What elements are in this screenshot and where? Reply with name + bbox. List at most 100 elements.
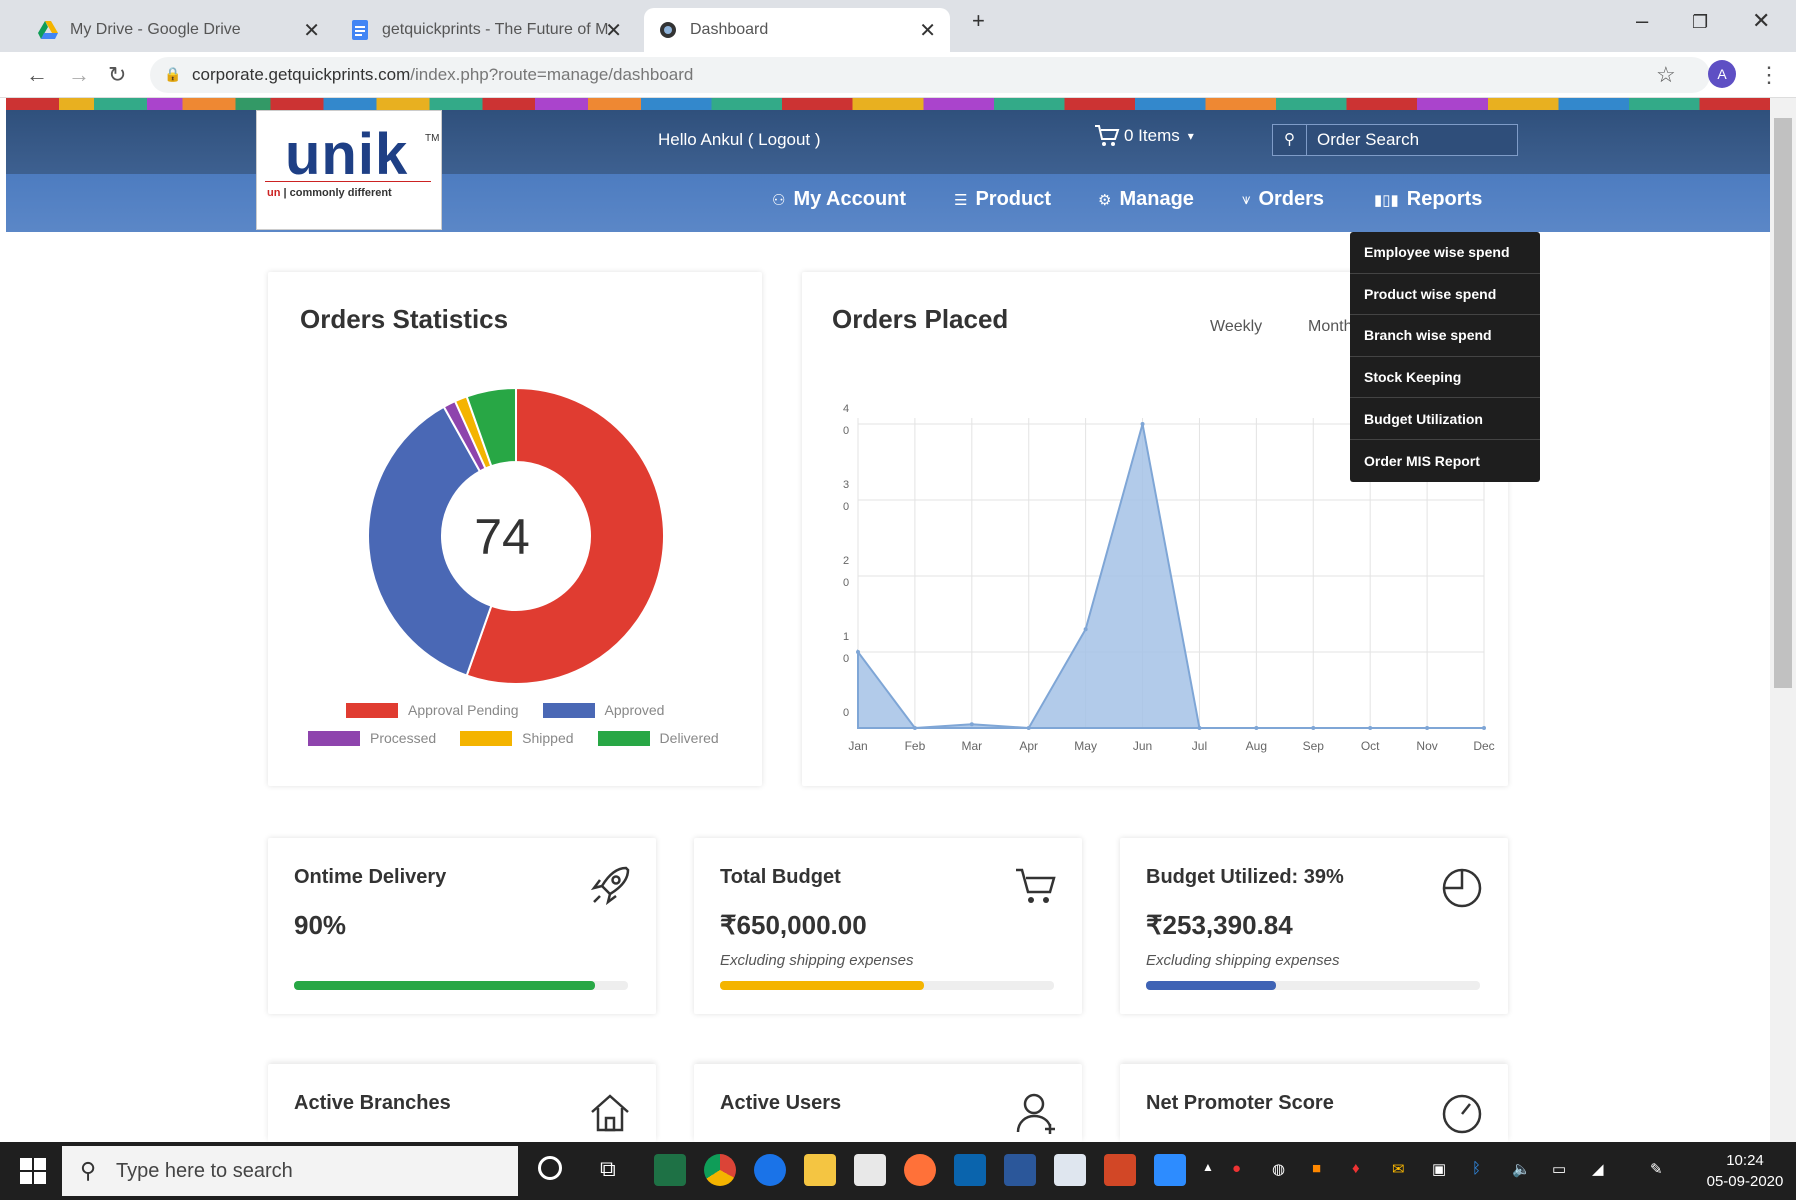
x-tick-label: Nov bbox=[1416, 739, 1437, 753]
reload-icon[interactable]: ↻ bbox=[108, 62, 127, 87]
file-explorer-icon[interactable] bbox=[804, 1154, 836, 1186]
data-point[interactable] bbox=[912, 726, 917, 730]
network-icon[interactable]: ◢ bbox=[1592, 1161, 1604, 1178]
chevron-down-icon: ▾ bbox=[1187, 129, 1194, 143]
data-point[interactable] bbox=[856, 650, 860, 654]
taskbar-search[interactable]: ⚲ Type here to search bbox=[62, 1146, 518, 1196]
firefox-icon[interactable] bbox=[904, 1154, 936, 1186]
data-point[interactable] bbox=[1311, 726, 1316, 730]
scrollbar-thumb[interactable] bbox=[1774, 118, 1792, 688]
restore-icon[interactable]: ❐ bbox=[1692, 12, 1709, 32]
stat-label: Active Branches bbox=[294, 1092, 451, 1114]
taskbar-clock[interactable]: 10:24 05-09-2020 bbox=[1700, 1150, 1790, 1192]
data-point[interactable] bbox=[1083, 627, 1088, 632]
cart-button[interactable]: 0 Items ▾ bbox=[1094, 124, 1194, 148]
store-icon[interactable] bbox=[854, 1154, 886, 1186]
excel-icon[interactable] bbox=[654, 1154, 686, 1186]
close-tab-icon[interactable]: ✕ bbox=[303, 19, 320, 42]
tab-title: getquickprints - The Future of M bbox=[382, 21, 608, 38]
x-tick-label: Jun bbox=[1133, 739, 1152, 753]
bookmark-star-icon[interactable]: ☆ bbox=[1656, 62, 1676, 87]
logo-tm: TM bbox=[425, 133, 440, 144]
tray-app-icon[interactable]: ♦ bbox=[1352, 1160, 1360, 1177]
data-point[interactable] bbox=[1482, 726, 1486, 730]
url-field[interactable]: 🔒 corporate.getquickprints.com/index.php… bbox=[150, 57, 1710, 93]
windows-taskbar: ⚲ Type here to search ⧉ ▲ ● ◍ ■ ♦ ✉ ▣ ᛒ … bbox=[0, 1142, 1796, 1200]
area-series[interactable] bbox=[857, 423, 1484, 730]
stat-label: Budget Utilized: 39% bbox=[1146, 866, 1344, 888]
bluetooth-icon[interactable]: ᛒ bbox=[1472, 1160, 1482, 1177]
progress-fill bbox=[1146, 981, 1277, 990]
menu-manage[interactable]: ⚙ Manage bbox=[1098, 188, 1194, 211]
user-icon: ⚇ bbox=[772, 191, 786, 209]
tray-app-icon[interactable]: ◍ bbox=[1272, 1161, 1286, 1178]
legend-label: Processed bbox=[370, 730, 437, 746]
data-point[interactable] bbox=[1026, 726, 1031, 730]
tab-dashboard[interactable]: Dashboard ✕ bbox=[644, 8, 950, 52]
tray-app-icon[interactable]: ▣ bbox=[1432, 1161, 1447, 1178]
menu-orders[interactable]: ⩛ Orders bbox=[1242, 188, 1324, 211]
donut-slice-approved[interactable] bbox=[367, 405, 493, 677]
progress-track bbox=[294, 981, 628, 990]
task-view-icon[interactable]: ⧉ bbox=[600, 1156, 616, 1181]
stat-label: Total Budget bbox=[720, 866, 841, 888]
stat-note: Excluding shipping expenses bbox=[720, 952, 914, 969]
search-icon[interactable]: ⚲ bbox=[1273, 125, 1307, 155]
legend-label: Shipped bbox=[522, 730, 574, 746]
mail-icon[interactable]: ✉ bbox=[1392, 1161, 1405, 1178]
new-tab-icon[interactable]: + bbox=[972, 8, 985, 33]
x-tick-label: Mar bbox=[961, 739, 982, 753]
report-employee-wise-spend[interactable]: Employee wise spend bbox=[1350, 232, 1540, 274]
order-search-input[interactable] bbox=[1307, 130, 1507, 150]
legend-label: Delivered bbox=[659, 730, 719, 746]
orders-area-chart: 0 1 0 2 0 3 0 4 0 Jan Feb Mar Apr May Jun Jul Aug Sep Oct N… bbox=[843, 403, 1495, 753]
chrome-icon[interactable] bbox=[704, 1154, 736, 1186]
browser-menu-icon[interactable]: ⋮ bbox=[1758, 62, 1780, 87]
pen-icon[interactable]: ✎ bbox=[1650, 1161, 1663, 1178]
report-order-mis[interactable]: Order MIS Report bbox=[1364, 452, 1480, 469]
data-point[interactable] bbox=[1140, 422, 1145, 426]
site-icon bbox=[658, 20, 678, 40]
greeting-logout[interactable]: Hello Ankul ( Logout ) bbox=[658, 130, 821, 149]
zoom-icon[interactable] bbox=[1154, 1154, 1186, 1186]
tray-app-icon[interactable]: ■ bbox=[1312, 1160, 1322, 1177]
stat-note: Excluding shipping expenses bbox=[1146, 952, 1340, 969]
tab-google-drive[interactable]: My Drive - Google Drive ✕ bbox=[24, 8, 334, 52]
data-point[interactable] bbox=[1254, 726, 1259, 730]
menu-my-account[interactable]: ⚇ My Account bbox=[772, 188, 906, 211]
snip-icon[interactable] bbox=[1054, 1154, 1086, 1186]
forward-icon[interactable]: → bbox=[68, 62, 90, 87]
report-stock-keeping[interactable]: Stock Keeping bbox=[1350, 357, 1540, 399]
close-window-icon[interactable]: ✕ bbox=[1752, 8, 1771, 33]
tray-app-icon[interactable]: ● bbox=[1232, 1160, 1242, 1177]
windows-start-icon[interactable] bbox=[20, 1158, 46, 1184]
unik-logo[interactable]: unik TM un | commonly different bbox=[256, 110, 442, 230]
report-product-wise-spend[interactable]: Product wise spend bbox=[1350, 274, 1540, 316]
powerpoint-icon[interactable] bbox=[1104, 1154, 1136, 1186]
tray-overflow-icon[interactable]: ▲ bbox=[1202, 1160, 1214, 1174]
tab-getquickprints[interactable]: getquickprints - The Future of M ✕ bbox=[336, 8, 636, 52]
cortana-icon[interactable] bbox=[538, 1156, 562, 1180]
stat-card-total-budget: Total Budget ₹650,000.00 Excluding shipp… bbox=[694, 838, 1082, 1014]
data-point[interactable] bbox=[969, 722, 974, 727]
data-point[interactable] bbox=[1368, 726, 1373, 730]
menu-product[interactable]: ☰ Product bbox=[954, 188, 1051, 211]
back-icon[interactable]: ← bbox=[26, 62, 48, 87]
tab-weekly[interactable]: Weekly bbox=[1210, 318, 1263, 335]
report-branch-wise-spend[interactable]: Branch wise spend bbox=[1350, 315, 1540, 357]
word-icon[interactable] bbox=[1004, 1154, 1036, 1186]
data-point[interactable] bbox=[1425, 726, 1430, 730]
minimize-icon[interactable]: – bbox=[1636, 8, 1649, 33]
donut-slice-delivered[interactable] bbox=[465, 386, 517, 468]
profile-avatar[interactable]: A bbox=[1708, 60, 1736, 88]
page-scrollbar[interactable] bbox=[1770, 98, 1796, 1142]
outlook-icon[interactable] bbox=[954, 1154, 986, 1186]
close-tab-icon[interactable]: ✕ bbox=[919, 19, 936, 42]
close-tab-icon[interactable]: ✕ bbox=[605, 19, 622, 42]
data-point[interactable] bbox=[1197, 726, 1202, 730]
volume-icon[interactable]: 🔈 bbox=[1512, 1161, 1531, 1178]
edge-icon[interactable] bbox=[754, 1154, 786, 1186]
battery-icon[interactable]: ▭ bbox=[1552, 1161, 1567, 1178]
menu-reports[interactable]: ▮▯▮ Reports bbox=[1374, 188, 1482, 211]
report-budget-utilization[interactable]: Budget Utilization bbox=[1350, 398, 1540, 440]
